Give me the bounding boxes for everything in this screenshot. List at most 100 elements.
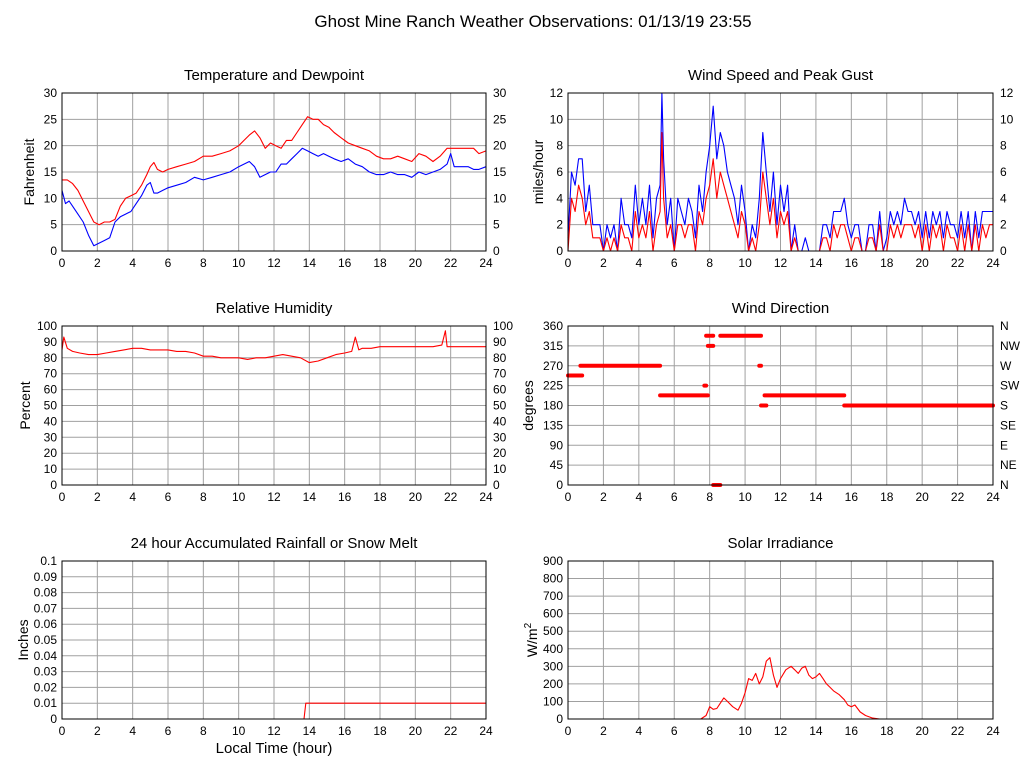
x-tick-label: 16 <box>845 724 859 738</box>
right-tick-label: 2 <box>1000 218 1007 232</box>
x-tick-label: 4 <box>129 490 136 504</box>
x-tick-label: 4 <box>129 256 136 270</box>
x-tick-label: 16 <box>845 256 859 270</box>
x-tick-label: 24 <box>479 724 493 738</box>
y-tick-label: 6 <box>556 165 563 179</box>
y-tick-label: 80 <box>44 351 58 365</box>
x-tick-label: 12 <box>774 256 788 270</box>
y-tick-label: 10 <box>44 462 58 476</box>
right-tick-label: NW <box>1000 339 1021 353</box>
y-tick-label: 8 <box>556 139 563 153</box>
right-tick-label: 100 <box>493 319 513 333</box>
right-tick-label: S <box>1000 399 1008 413</box>
right-tick-label: N <box>1000 478 1009 492</box>
chart-title: Wind Direction <box>732 300 830 317</box>
y-tick-label: 4 <box>556 191 563 205</box>
x-tick-label: 14 <box>303 724 317 738</box>
chart-title: Solar Irradiance <box>728 535 834 552</box>
right-tick-label: W <box>1000 359 1012 373</box>
right-tick-label: 5 <box>493 218 500 232</box>
x-tick-label: 8 <box>200 490 207 504</box>
right-tick-label: 0 <box>1000 244 1007 258</box>
y-tick-label: 20 <box>44 139 58 153</box>
x-tick-label: 24 <box>479 256 493 270</box>
y-axis-label: Percent <box>17 381 33 429</box>
x-tick-label: 8 <box>706 256 713 270</box>
y-tick-label: 0.09 <box>34 570 58 584</box>
x-tick-label: 18 <box>373 724 387 738</box>
x-tick-label: 0 <box>565 490 572 504</box>
plot-frame <box>567 92 994 252</box>
series-line-0 <box>61 330 486 364</box>
right-tick-label: 90 <box>493 335 507 349</box>
x-axis-label: Local Time (hour) <box>216 740 333 757</box>
right-tick-label: NE <box>1000 458 1017 472</box>
chart-title: Temperature and Dewpoint <box>184 67 365 84</box>
x-tick-label: 10 <box>738 724 752 738</box>
x-tick-label: 0 <box>59 256 66 270</box>
right-tick-label: SW <box>1000 379 1020 393</box>
x-tick-label: 22 <box>444 490 458 504</box>
chart-rain: 24 hour Accumulated Rainfall or Snow Mel… <box>15 535 493 757</box>
y-tick-label: 180 <box>543 399 563 413</box>
y-tick-label: 0.02 <box>34 680 58 694</box>
y-tick-label: 90 <box>550 438 564 452</box>
x-tick-label: 18 <box>880 490 894 504</box>
x-tick-label: 8 <box>200 256 207 270</box>
series-line-0 <box>62 116 487 226</box>
x-tick-label: 12 <box>267 256 281 270</box>
y-axis-label-text: Fahrenheit <box>21 138 37 205</box>
y-axis-label: W/m2 <box>523 622 540 657</box>
x-tick-label: 16 <box>338 724 352 738</box>
x-tick-label: 6 <box>671 490 678 504</box>
y-tick-label: 5 <box>50 218 57 232</box>
y-tick-label: 500 <box>543 624 563 638</box>
y-tick-label: 12 <box>550 86 564 100</box>
y-axis-label: degrees <box>520 380 536 431</box>
x-tick-label: 24 <box>986 490 1000 504</box>
x-tick-label: 0 <box>565 256 572 270</box>
y-tick-label: 100 <box>543 694 563 708</box>
plot-frame <box>61 560 487 720</box>
x-tick-label: 12 <box>774 724 788 738</box>
y-tick-label: 300 <box>543 659 563 673</box>
x-tick-label: 20 <box>915 724 929 738</box>
x-tick-label: 6 <box>165 490 172 504</box>
x-tick-label: 16 <box>338 490 352 504</box>
x-tick-label: 2 <box>94 724 101 738</box>
y-axis-label-text: Inches <box>15 619 31 660</box>
x-tick-label: 14 <box>809 256 823 270</box>
x-tick-label: 8 <box>706 724 713 738</box>
y-tick-label: 0 <box>556 244 563 258</box>
right-tick-label: 0 <box>493 478 500 492</box>
page-title: Ghost Mine Ranch Weather Observations: 0… <box>314 12 751 31</box>
x-tick-label: 24 <box>986 256 1000 270</box>
y-tick-label: 135 <box>543 418 563 432</box>
right-tick-label: 10 <box>493 191 507 205</box>
right-tick-label: 40 <box>493 414 507 428</box>
y-tick-label: 600 <box>543 607 563 621</box>
y-axis-label: miles/hour <box>530 139 546 204</box>
right-tick-label: 60 <box>493 383 507 397</box>
x-tick-label: 12 <box>267 724 281 738</box>
y-tick-label: 50 <box>44 399 58 413</box>
y-tick-label: 70 <box>44 367 58 381</box>
x-tick-label: 4 <box>129 724 136 738</box>
x-tick-label: 22 <box>444 256 458 270</box>
x-tick-label: 22 <box>444 724 458 738</box>
y-tick-label: 700 <box>543 589 563 603</box>
series-line-0 <box>567 92 993 252</box>
x-tick-label: 6 <box>671 256 678 270</box>
y-tick-label: 60 <box>44 383 58 397</box>
x-tick-label: 18 <box>880 724 894 738</box>
y-tick-label: 0.08 <box>34 586 58 600</box>
chart-title: Relative Humidity <box>216 300 333 317</box>
x-tick-label: 24 <box>479 490 493 504</box>
x-tick-label: 4 <box>635 490 642 504</box>
x-tick-label: 0 <box>565 724 572 738</box>
x-tick-label: 2 <box>600 256 607 270</box>
